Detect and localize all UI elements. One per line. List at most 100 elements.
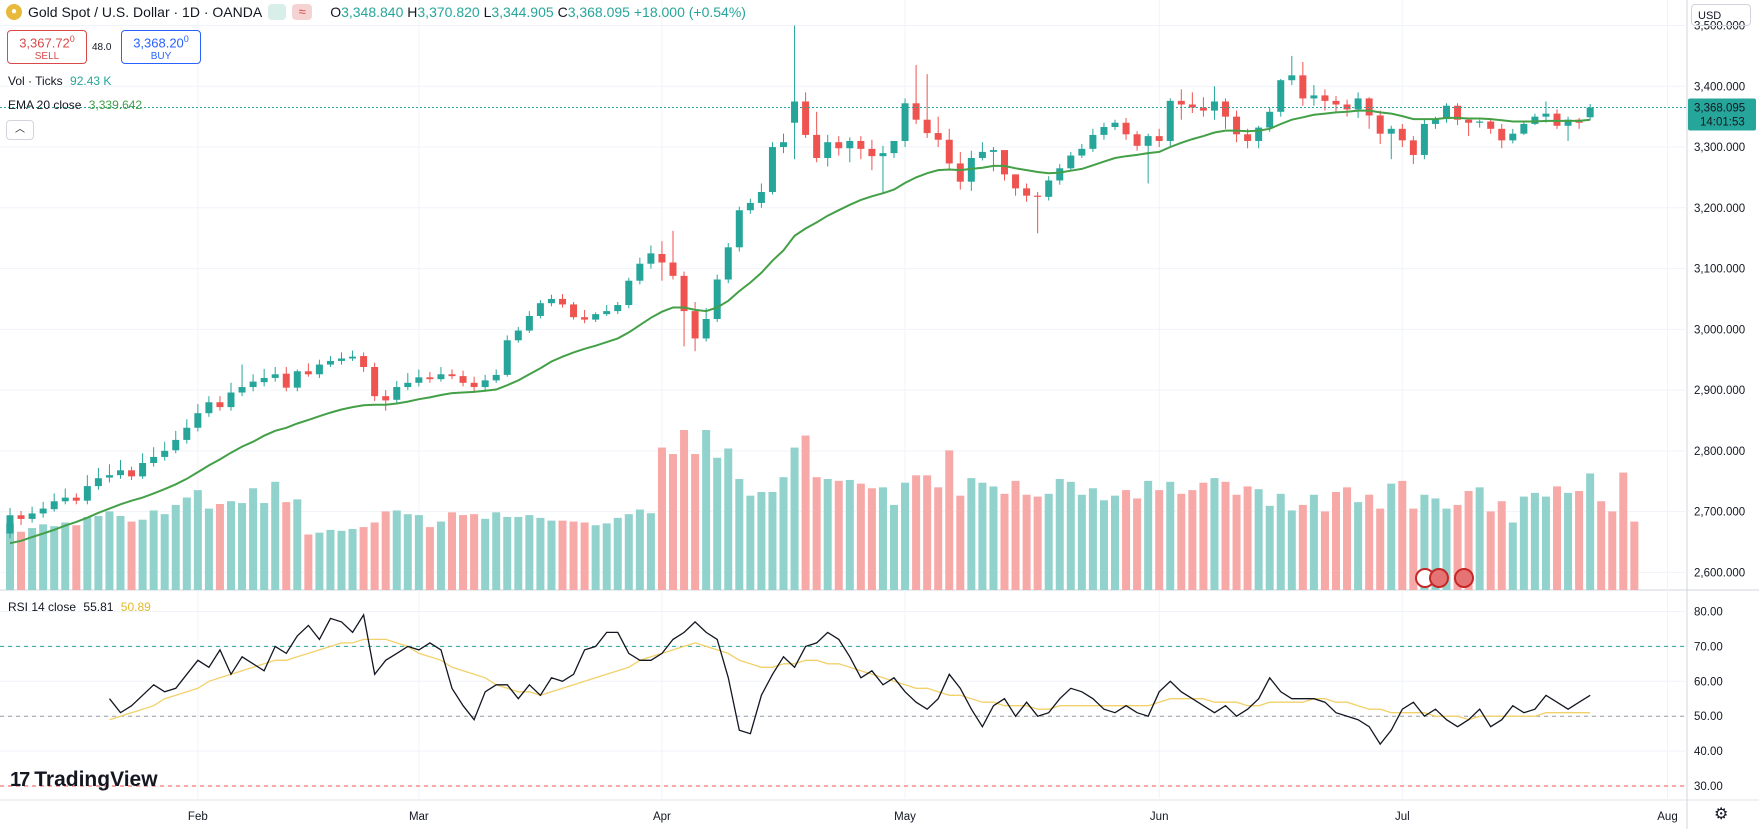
- ohlc-readout: O3,348.840 H3,370.820 L3,344.905 C3,368.…: [330, 4, 746, 20]
- volume-bar: [1055, 479, 1064, 590]
- volume-bar: [1287, 510, 1296, 590]
- candle-body: [17, 515, 25, 519]
- candle-body: [117, 470, 124, 476]
- candle-body: [1354, 98, 1362, 110]
- candle-body: [1498, 128, 1506, 141]
- last-price-tag: 3,368.095 14:01:53: [1688, 98, 1756, 131]
- volume-bar: [1343, 487, 1352, 590]
- volume-bar: [779, 477, 788, 590]
- sell-button[interactable]: 3,367.720 SELL: [7, 30, 87, 64]
- candle-body: [890, 140, 898, 154]
- candle-body: [669, 262, 677, 276]
- volume-bar: [392, 510, 401, 590]
- candle-body: [1034, 195, 1042, 197]
- candle-body: [326, 360, 334, 365]
- volume-bar: [558, 520, 567, 590]
- volume-bar: [1508, 522, 1517, 590]
- volume-bar: [1564, 492, 1573, 590]
- candle-body: [227, 392, 235, 408]
- rsi-tick-label: 40.00: [1694, 746, 1723, 758]
- volume-bar: [1088, 488, 1097, 590]
- candle-body: [1542, 113, 1550, 117]
- sell-price-pip: 0: [69, 34, 75, 44]
- rsi-tick-label: 80.00: [1694, 606, 1723, 618]
- candle-body: [647, 253, 655, 264]
- candle-body: [481, 380, 489, 388]
- volume-bar: [1210, 478, 1219, 590]
- volume-bar: [591, 525, 600, 590]
- tradingview-logo[interactable]: 17 TradingView: [10, 768, 158, 792]
- candle-body: [1277, 80, 1285, 112]
- volume-bar: [72, 525, 81, 590]
- candle-body: [780, 142, 787, 148]
- candlesticks[interactable]: [6, 25, 1594, 539]
- volume-bar: [812, 477, 821, 590]
- candle-body: [846, 140, 854, 149]
- rsi-tick-label: 60.00: [1694, 676, 1723, 688]
- volume-bar: [1099, 500, 1108, 590]
- volume-bar: [1232, 494, 1241, 590]
- candle-body: [702, 319, 710, 339]
- ema-legend[interactable]: EMA 20 close 3,339.642: [8, 98, 142, 112]
- gear-icon[interactable]: ⚙: [1714, 806, 1729, 823]
- candle-body: [128, 470, 136, 477]
- candle-body: [559, 298, 566, 305]
- volume-bar: [304, 534, 313, 590]
- volume-value: 92.43 K: [70, 74, 112, 88]
- price-tick-label: 3,000.000: [1694, 324, 1745, 336]
- volume-bar: [624, 514, 633, 590]
- candle-body: [139, 463, 147, 477]
- candle-body: [1376, 115, 1384, 134]
- tradingview-logo-icon: 17: [10, 768, 30, 791]
- volume-bar: [1431, 498, 1440, 590]
- candle-body: [570, 304, 578, 318]
- currency-select[interactable]: USD: [1691, 4, 1751, 26]
- price-axis[interactable]: 3,500.000 3,400.000 3,300.000 3,200.000 3,10…: [1694, 21, 1745, 580]
- rsi-tick-label: 50.00: [1694, 711, 1723, 723]
- volume-bar: [1022, 494, 1031, 590]
- wave-icon[interactable]: ≈: [292, 4, 313, 20]
- rsi-axis[interactable]: 80.00 70.00 60.00 50.00 40.00 30.00: [1694, 606, 1723, 793]
- candle-body: [415, 377, 423, 383]
- candle-body: [868, 148, 876, 157]
- candle-body: [1144, 136, 1152, 146]
- candle-body: [636, 263, 644, 281]
- time-tick-label: Mar: [409, 811, 429, 823]
- low-value: 3,344.905: [491, 4, 554, 20]
- candle-body: [1078, 148, 1086, 156]
- volume-bar: [680, 430, 689, 590]
- volume-bar: [657, 447, 666, 590]
- candle-body: [1056, 168, 1064, 181]
- candle-body: [315, 364, 323, 375]
- time-axis[interactable]: Feb Mar Apr May Jun Jul Aug: [188, 811, 1678, 823]
- eye-icon[interactable]: [268, 4, 287, 20]
- candle-body: [238, 387, 246, 393]
- candle-body: [603, 311, 611, 315]
- candle-body: [459, 376, 467, 383]
- symbol-title[interactable]: Gold Spot / U.S. Dollar · 1D · OANDA: [28, 4, 263, 20]
- us-flag-event-icon[interactable]: [1429, 568, 1449, 588]
- volume-bar: [691, 454, 700, 590]
- volume-bar: [768, 491, 777, 590]
- volume-bar: [1166, 481, 1175, 590]
- volume-bar: [271, 481, 280, 590]
- volume-bar: [503, 516, 512, 590]
- volume-bar: [61, 522, 70, 590]
- us-flag-event-icon[interactable]: [1454, 568, 1474, 588]
- candle-body: [1199, 107, 1207, 111]
- candle-body: [1244, 134, 1252, 141]
- candle-body: [1321, 95, 1329, 101]
- candle-body: [1487, 121, 1495, 129]
- rsi-legend[interactable]: RSI 14 close 55.81 50.89: [8, 600, 151, 614]
- volume-bar: [834, 480, 843, 590]
- buy-button[interactable]: 3,368.200 BUY: [121, 30, 201, 64]
- volume-legend[interactable]: Vol · Ticks 92.43 K: [8, 74, 111, 88]
- economic-events[interactable]: [1415, 568, 1474, 588]
- candle-body: [371, 367, 379, 397]
- close-value: 3,368.095: [567, 4, 630, 20]
- volume-bar: [1077, 494, 1086, 590]
- collapse-legend-button[interactable]: ︿: [6, 120, 34, 140]
- volume-bar: [1486, 511, 1495, 590]
